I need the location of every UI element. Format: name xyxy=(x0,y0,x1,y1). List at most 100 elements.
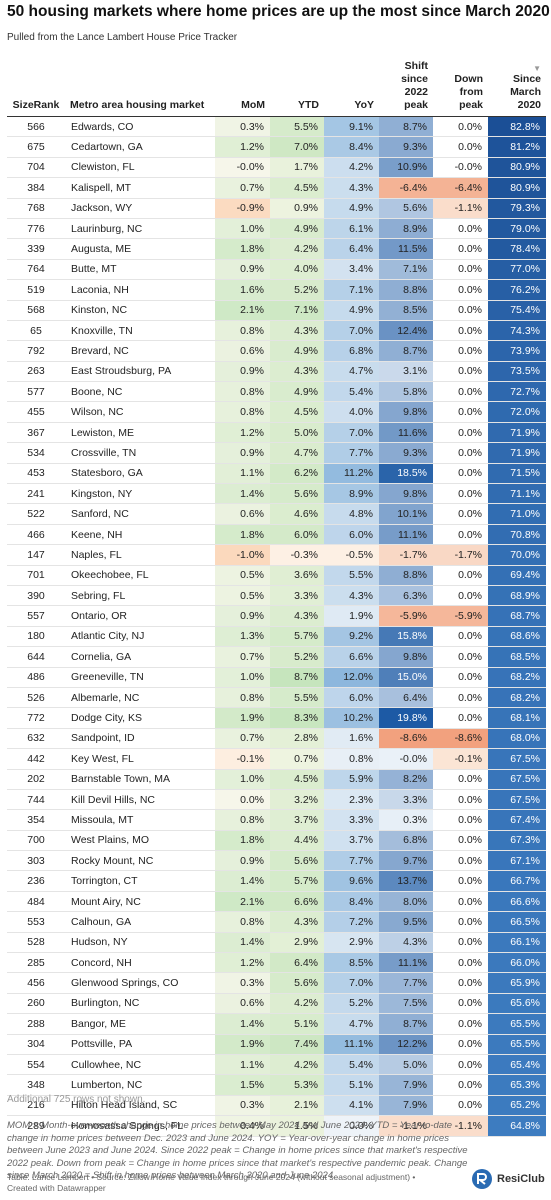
table-cell: 455 xyxy=(7,401,65,423)
table-cell: 73.5% xyxy=(488,361,546,383)
table-cell: 7.2% xyxy=(324,911,379,933)
table-cell: 0.7% xyxy=(215,177,270,199)
table-cell: 3.6% xyxy=(270,565,324,586)
table-cell: -0.1% xyxy=(433,748,488,770)
table-cell: 202 xyxy=(7,769,65,790)
table-cell: 71.9% xyxy=(488,442,546,464)
table-cell: 1.8% xyxy=(215,524,270,546)
table-cell: 0.0% xyxy=(433,789,488,811)
table-cell: -0.9% xyxy=(215,198,270,219)
table-cell: -5.9% xyxy=(379,605,433,627)
table-cell: 354 xyxy=(7,809,65,831)
table-cell: 8.9% xyxy=(379,218,433,240)
table-cell: 7.1% xyxy=(324,279,379,301)
table-cell: 526 xyxy=(7,687,65,709)
table-cell: 1.1% xyxy=(215,1054,270,1076)
table-cell: -6.4% xyxy=(433,177,488,199)
table-cell: 6.1% xyxy=(324,218,379,240)
table-cell: Brevard, NC xyxy=(65,340,215,362)
table-cell: 303 xyxy=(7,850,65,872)
table-row: 484 Mount Airy, NC 2.1% 6.6% 8.4% 8.0% 0.0% 66.… xyxy=(7,891,546,913)
table-cell: Knoxville, TN xyxy=(65,320,215,342)
table-row: 303 Rocky Mount, NC 0.9% 5.6% 7.7% 9.7% 0.0% 67… xyxy=(7,850,546,872)
table-cell: 0.0% xyxy=(433,646,488,668)
table-cell: 0.8% xyxy=(324,748,379,770)
table-cell: -0.5% xyxy=(324,544,379,566)
table-cell: -0.1% xyxy=(215,748,270,770)
table-cell: 71.9% xyxy=(488,422,546,444)
table-cell: 9.1% xyxy=(324,116,379,138)
table-cell: -1.7% xyxy=(433,544,488,566)
table-cell: Key West, FL xyxy=(65,748,215,770)
table-cell: 4.0% xyxy=(270,259,324,281)
table-cell: 486 xyxy=(7,667,65,688)
table-cell: 241 xyxy=(7,483,65,505)
table-cell: 19.8% xyxy=(379,707,433,729)
table-row: 442 Key West, FL -0.1% 0.7% 0.8% -0.0% -0.1% 67… xyxy=(7,748,546,770)
table-cell: 11.2% xyxy=(324,463,379,485)
column-header: Down from peak xyxy=(433,56,488,117)
subtitle: Pulled from the Lance Lambert House Pric… xyxy=(7,32,238,43)
table-row: 764 Butte, MT 0.9% 4.0% 3.4% 7.1% 0.0% 77.0% xyxy=(7,259,546,281)
table-cell: 768 xyxy=(7,198,65,219)
table-row: 285 Concord, NH 1.2% 6.4% 8.5% 11.1% 0.0% 66.0% xyxy=(7,952,546,974)
table-cell: Ontario, OR xyxy=(65,605,215,627)
table-cell: 6.8% xyxy=(379,830,433,852)
table-row: 348 Lumberton, NC 1.5% 5.3% 5.1% 7.9% 0.0% 65.3… xyxy=(7,1074,546,1096)
table-cell: 66.5% xyxy=(488,911,546,933)
table-cell: 4.0% xyxy=(324,401,379,423)
table-cell: 11.6% xyxy=(379,422,433,444)
table-cell: 7.0% xyxy=(324,320,379,342)
table-cell: Naples, FL xyxy=(65,544,215,566)
table-row: 180 Atlantic City, NJ 1.3% 5.7% 9.2% 15.8% 0.0… xyxy=(7,626,546,648)
table-cell: Missoula, MT xyxy=(65,809,215,831)
table-cell: 289 xyxy=(7,1115,65,1137)
table-cell: 0.0% xyxy=(433,1013,488,1035)
table-cell: 80.9% xyxy=(488,157,546,179)
table-cell: Edwards, CO xyxy=(65,116,215,138)
logo-text: ResiClub xyxy=(497,1173,545,1185)
table-cell: 77.0% xyxy=(488,259,546,281)
table-row: 289 Homosassa Springs, FL 0.4% 1.5% 0.0% -1.1… xyxy=(7,1115,546,1137)
table-cell: 2.1% xyxy=(270,1095,324,1117)
table-cell: -1.0% xyxy=(215,544,270,566)
table-cell: 0.0% xyxy=(433,809,488,831)
table-cell: Bangor, ME xyxy=(65,1013,215,1035)
table-cell: 0.8% xyxy=(215,320,270,342)
table-cell: 79.3% xyxy=(488,198,546,219)
table-cell: 4.2% xyxy=(270,993,324,1015)
table-cell: -8.6% xyxy=(379,728,433,750)
table-cell: 4.1% xyxy=(324,1095,379,1117)
table-cell: 8.7% xyxy=(270,667,324,688)
table-cell: Kinston, NC xyxy=(65,300,215,321)
table-cell: West Plains, MO xyxy=(65,830,215,852)
table-cell: 0.6% xyxy=(215,340,270,362)
table-cell: 8.7% xyxy=(379,1013,433,1035)
table-cell: 0.0% xyxy=(433,952,488,974)
table-cell: 8.7% xyxy=(379,340,433,362)
column-header: Shift since 2022 peak xyxy=(379,56,433,117)
table-cell: 0.8% xyxy=(215,381,270,403)
table-cell: 5.5% xyxy=(270,687,324,709)
table-cell: 7.0% xyxy=(324,422,379,444)
table-cell: 66.1% xyxy=(488,932,546,954)
table-row: 390 Sebring, FL 0.5% 3.3% 4.3% 6.3% 0.0% 68.9% xyxy=(7,585,546,607)
table-cell: Hilton Head Island, SC xyxy=(65,1095,215,1117)
table-row: 519 Laconia, NH 1.6% 5.2% 7.1% 8.8% 0.0% 76.2% xyxy=(7,279,546,301)
table-cell: -6.4% xyxy=(379,177,433,199)
table-cell: 772 xyxy=(7,707,65,729)
table-cell: 15.0% xyxy=(379,667,433,688)
table-cell: 7.1% xyxy=(270,300,324,321)
table-cell: 700 xyxy=(7,830,65,852)
table-cell: 67.3% xyxy=(488,830,546,852)
table-cell: 71.1% xyxy=(488,483,546,505)
table-row: 528 Hudson, NY 1.4% 2.9% 2.9% 4.3% 0.0% 66.1% xyxy=(7,932,546,954)
table-cell: 553 xyxy=(7,911,65,933)
table-cell: 2.8% xyxy=(270,728,324,750)
table-cell: 5.2% xyxy=(270,279,324,301)
table-cell: 5.5% xyxy=(324,565,379,586)
table-cell: 0.0% xyxy=(433,503,488,525)
table-cell: Lumberton, NC xyxy=(65,1074,215,1096)
table-cell: 0.0% xyxy=(433,870,488,892)
table-cell: 69.4% xyxy=(488,565,546,586)
